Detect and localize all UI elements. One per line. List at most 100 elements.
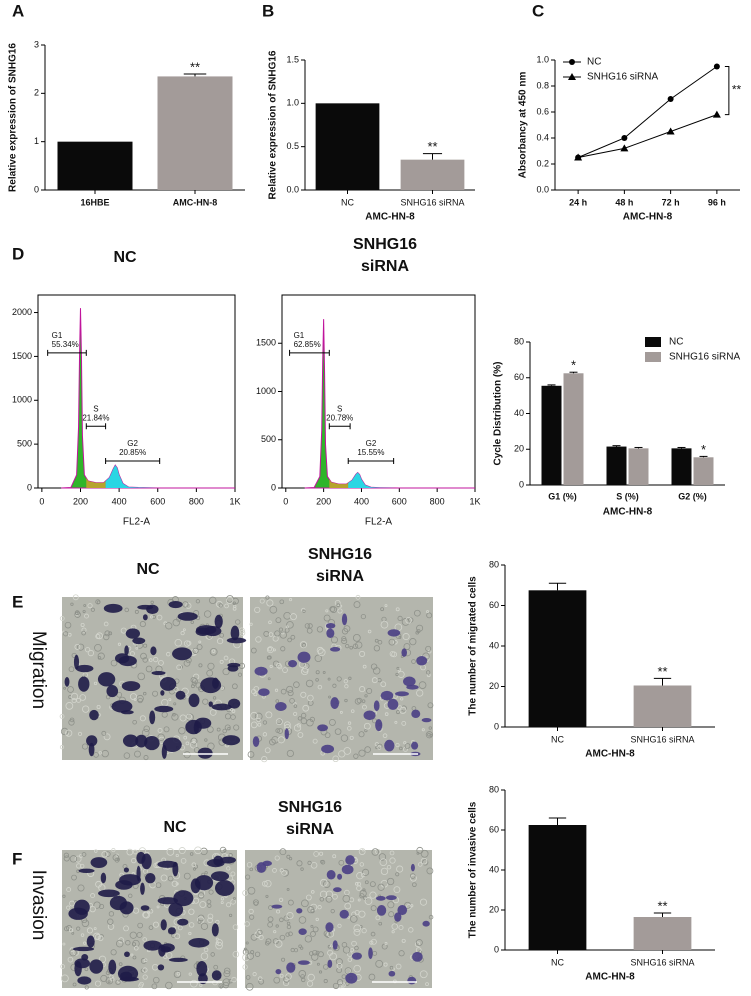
x-tick-label: 200: [73, 496, 88, 506]
y-tick-label: 40: [489, 640, 499, 650]
x-tick-label: 600: [392, 496, 407, 506]
point: [712, 110, 721, 118]
significance: **: [427, 139, 437, 154]
bar: [563, 373, 584, 485]
row-label: Migration: [28, 631, 49, 709]
row-label: Invasion: [28, 870, 49, 941]
error-bar: [653, 912, 672, 917]
y-tick-label: 0.4: [536, 132, 549, 142]
x-tick-label: 600: [150, 496, 165, 506]
significance: **: [657, 664, 667, 679]
bar: [57, 141, 133, 190]
y-tick-label: 20: [514, 444, 524, 454]
x-tick-label: G2 (%): [678, 491, 707, 501]
y-tick-label: 0.5: [286, 141, 299, 151]
panel-label: F: [12, 849, 22, 868]
x-tick-label: 48 h: [615, 197, 633, 207]
series-line: [577, 66, 718, 158]
error-bar: [422, 153, 443, 160]
legend-marker: [569, 59, 575, 65]
phase-fill: [105, 308, 160, 488]
x-tick-label: 800: [430, 496, 445, 506]
x-axis-label: AMC-HN-8: [585, 972, 635, 983]
y-axis-label: Cycle Distribution (%): [493, 362, 504, 466]
significance: **: [732, 83, 742, 97]
y-tick-label: 0: [494, 944, 499, 954]
y-tick-label: 60: [489, 600, 499, 610]
column-label: SNHG16 siRNA: [308, 546, 372, 585]
x-axis-label: AMC-HN-8: [603, 507, 653, 518]
y-axis-label: The number of invasive cells: [468, 801, 479, 938]
y-tick-label: 0: [519, 479, 524, 489]
y-tick-label: 0.8: [536, 80, 549, 90]
y-tick-label: 60: [489, 824, 499, 834]
gate-label: 55.34%: [52, 340, 79, 349]
gate-name: G1: [294, 331, 305, 340]
x-tick-label: NC: [551, 734, 564, 744]
y-tick-label: 80: [514, 336, 524, 346]
y-tick-label: 2000: [12, 307, 32, 317]
panel-label: C: [532, 1, 544, 20]
y-tick-label: 20: [489, 904, 499, 914]
column-label: NC: [136, 561, 160, 578]
y-tick-label: 0.6: [536, 106, 549, 116]
panel-label: D: [12, 244, 24, 263]
y-tick-label: 500: [261, 434, 276, 444]
y-tick-label: 0: [34, 184, 39, 194]
panel-label: A: [12, 1, 24, 20]
x-tick-label: 400: [112, 496, 127, 506]
panel-label: B: [262, 1, 274, 20]
x-tick-label: AMC-HN-8: [173, 197, 218, 207]
x-tick-label: SNHG16 siRNA: [630, 734, 694, 744]
chart-title: SNHG16 siRNA: [352, 236, 418, 275]
y-tick-label: 1: [34, 136, 39, 146]
y-tick-label: 0: [271, 482, 276, 492]
phase-fill: [86, 308, 106, 488]
gate: [105, 457, 161, 464]
x-tick-label: NC: [551, 957, 564, 967]
y-tick-label: 0.0: [286, 184, 299, 194]
significance: *: [701, 442, 706, 457]
micrograph: [242, 846, 434, 991]
y-tick-label: 1000: [12, 395, 32, 405]
x-tick-label: 24 h: [569, 197, 587, 207]
histogram: [304, 319, 475, 489]
gate-label: 62.85%: [294, 340, 321, 349]
legend-label: SNHG16 siRNA: [587, 72, 658, 83]
y-axis-label: Absorbancy at 450 nm: [518, 72, 529, 179]
x-axis-label: AMC-HN-8: [623, 212, 673, 223]
gate: [289, 349, 330, 356]
gate: [47, 349, 87, 356]
panel-label: E: [12, 592, 23, 611]
error-bar: [699, 455, 708, 458]
y-tick-label: 40: [514, 408, 524, 418]
error-bar: [612, 445, 621, 447]
error-bar: [653, 677, 672, 686]
y-tick-label: 0: [27, 482, 32, 492]
gate-label: 15.55%: [357, 448, 384, 457]
y-tick-label: 1.0: [286, 98, 299, 108]
x-tick-label: 0: [283, 496, 288, 506]
significance: **: [190, 59, 200, 74]
error-bar: [548, 817, 567, 825]
y-axis-label: Relative expression of SNHG16: [8, 43, 19, 192]
point: [574, 153, 583, 161]
significance-bracket: [724, 66, 730, 116]
bar: [628, 448, 649, 485]
bar: [157, 76, 233, 190]
bar: [606, 446, 627, 485]
column-label: SNHG16 siRNA: [278, 799, 342, 838]
gate-label: 21.84%: [82, 413, 109, 422]
bar: [528, 825, 587, 950]
x-tick-label: NC: [341, 197, 354, 207]
gate-name: G2: [366, 439, 377, 448]
y-tick-label: 1000: [256, 386, 276, 396]
error-bar: [569, 371, 578, 374]
column-label: NC: [163, 819, 187, 836]
y-tick-label: 1500: [12, 351, 32, 361]
column-label: NC: [163, 819, 187, 836]
plot-frame: [37, 294, 236, 489]
x-tick-label: 72 h: [662, 197, 680, 207]
legend-swatch: [645, 352, 661, 362]
plot-frame: [281, 294, 476, 489]
